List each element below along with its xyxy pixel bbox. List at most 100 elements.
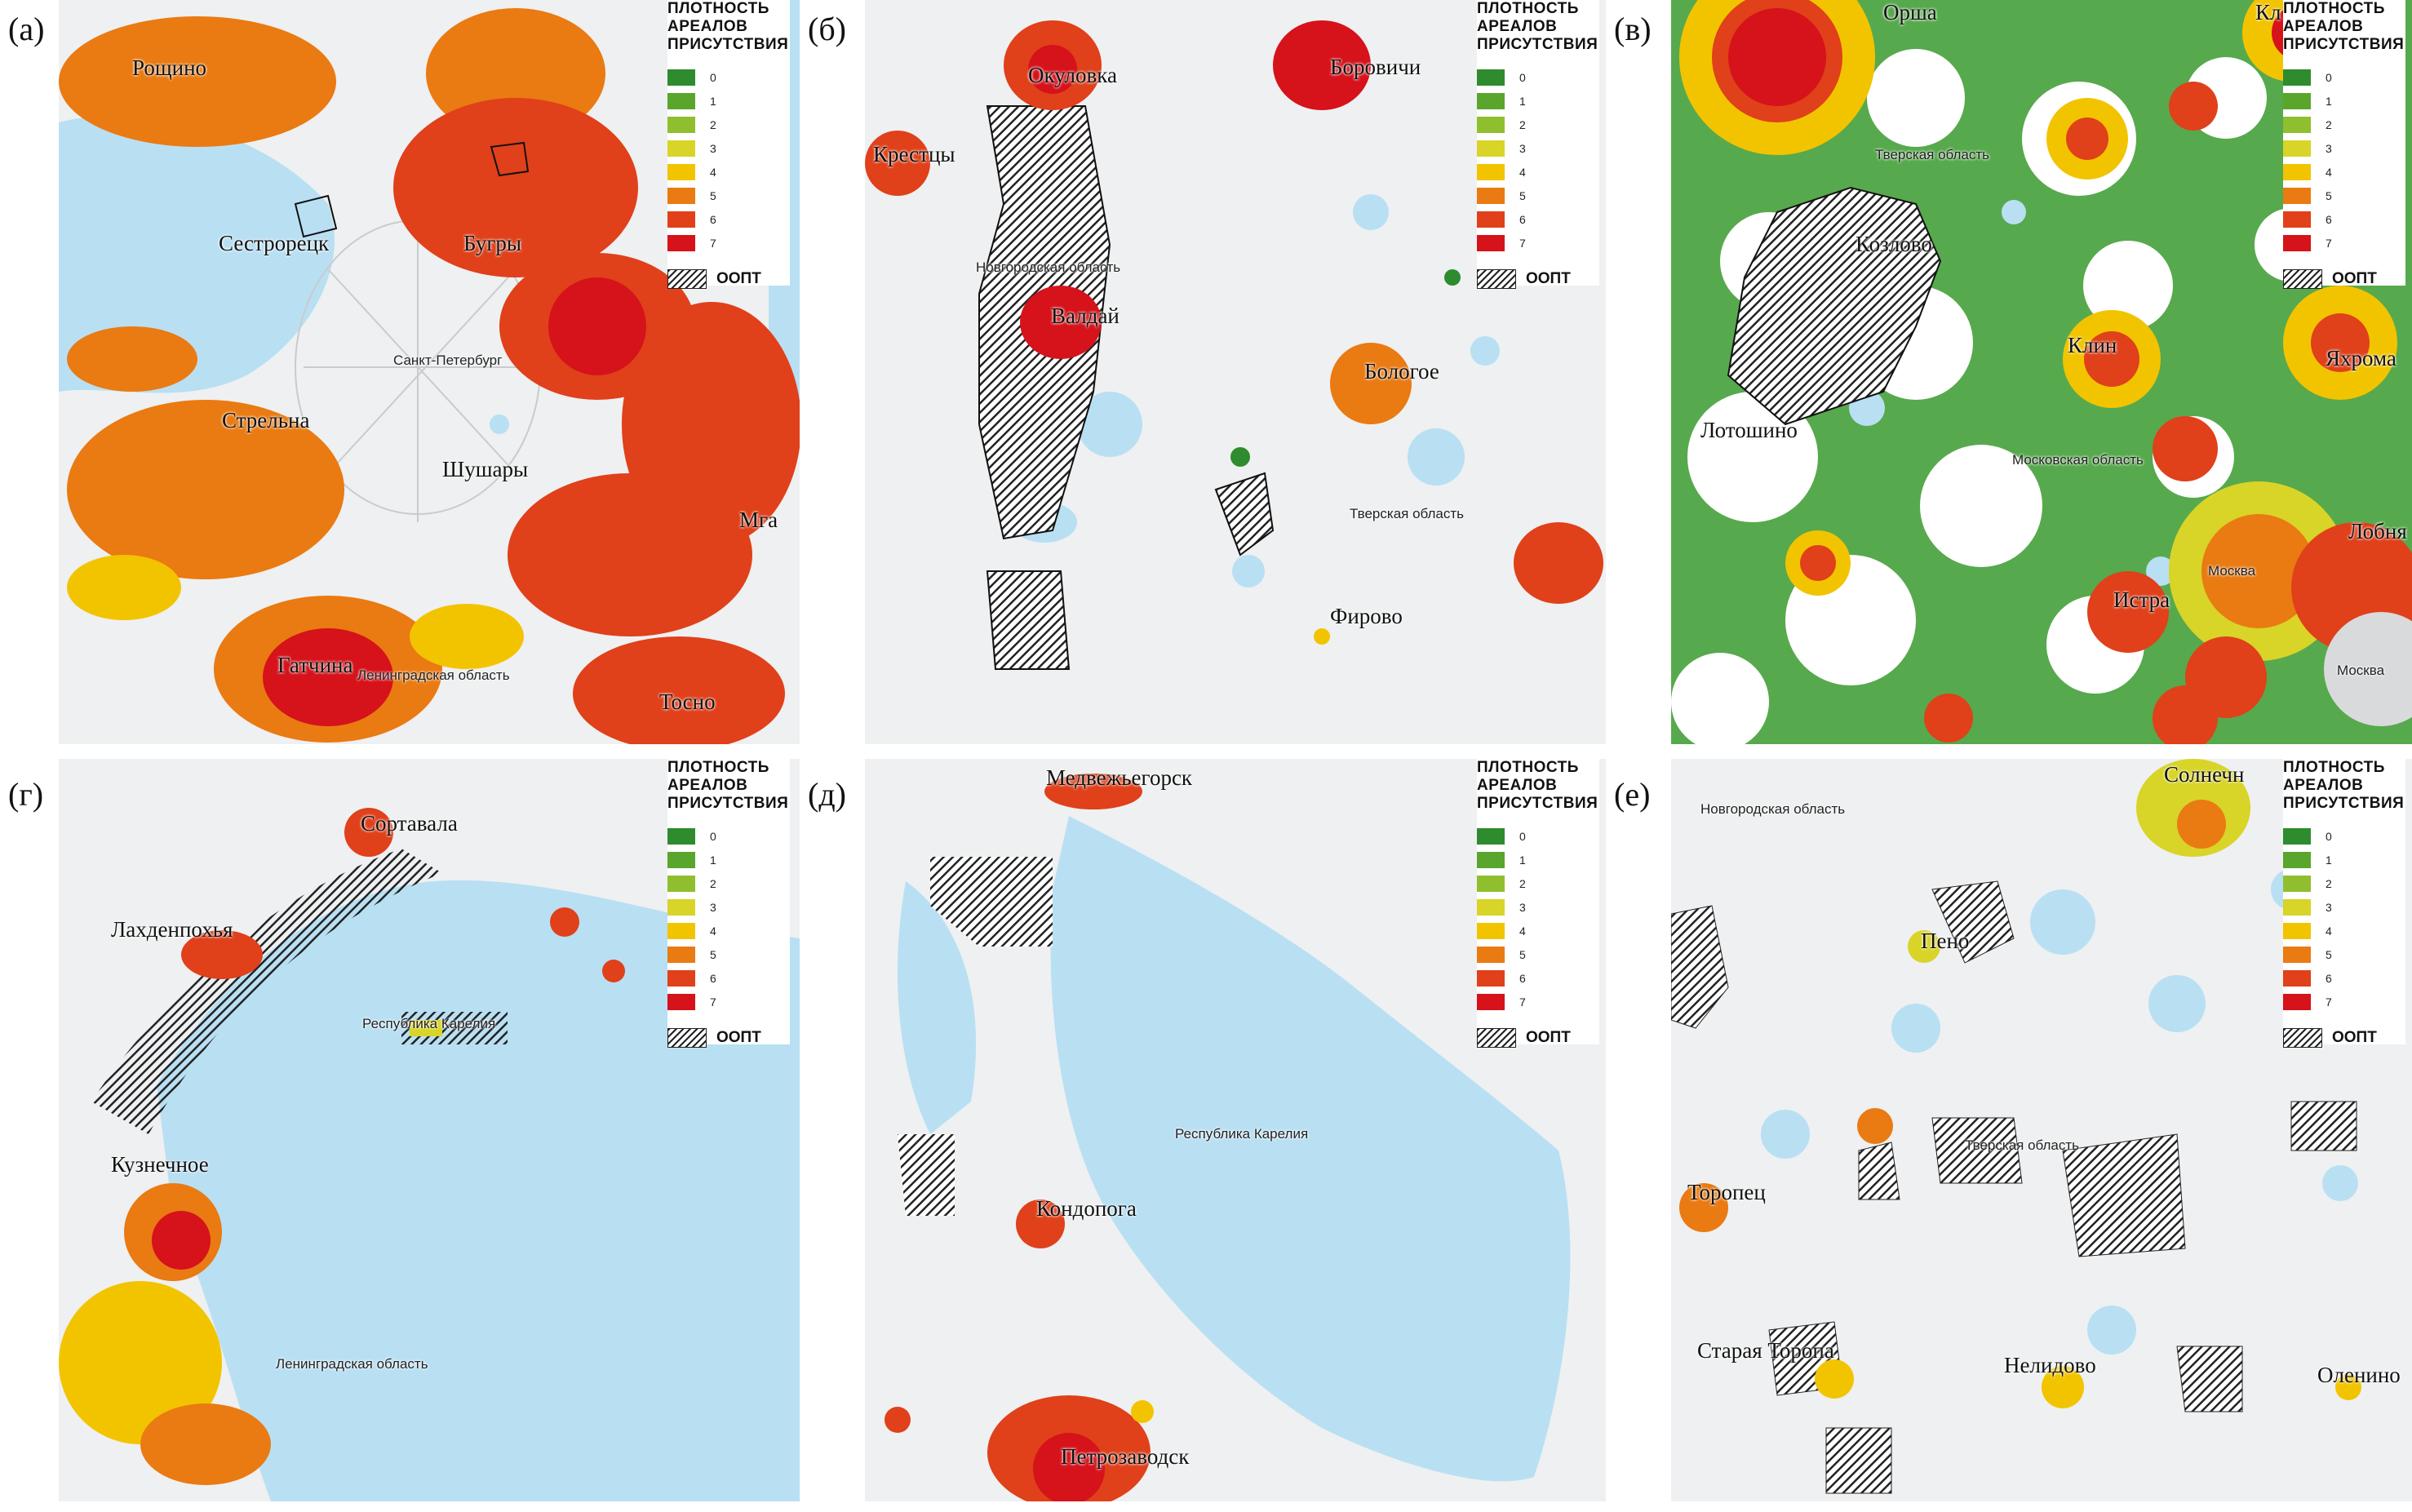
city-label: Кл [2255,0,2281,24]
map[interactable]: Медвежьегорск Кондопога Петрозаводск Рес… [865,759,1606,1501]
legend-scale: 0 1 2 3 4 5 6 7 [1477,824,1599,1013]
legend-oopt: ООПТ [667,269,790,289]
map-canvas [59,0,800,744]
oopt-areas [1671,880,2357,1494]
city-label: Бугры [463,231,522,255]
legend: ПЛОТНОСТЬ АРЕАЛОВ ПРИСУТСТВИЯ 0 1 2 3 4 5 … [1477,759,1599,1048]
map-canvas [1671,759,2361,1494]
legend: ПЛОТНОСТЬ АРЕАЛОВ ПРИСУТСТВИЯ 0 1 2 3 4 5 … [2283,759,2405,1048]
region-label: Ленинградская область [357,667,510,683]
map[interactable]: Орша Кл Козлово Клин Яхрома Лотошино Лоб… [1671,0,2412,744]
legend: ПЛОТНОСТЬ АРЕАЛОВ ПРИСУТСТВИЯ 0 1 2 3 4 5 … [667,0,790,289]
city-label: Лахденпохья [111,917,233,942]
hatch-icon [2283,1028,2322,1048]
region-label: Республика Карелия [362,1016,496,1031]
oopt-shore [91,849,442,1134]
panel-f: (е) [1612,759,2412,1501]
legend: ПЛОТНОСТЬ АРЕАЛОВ ПРИСУТСТВИЯ 0 1 2 3 4 5 … [2283,0,2405,289]
panel-letter: (д) [808,776,846,813]
density-patches [59,808,625,1485]
density-patches [1679,0,2412,744]
city-label: Старая Торопа [1697,1338,1834,1363]
panel-letter: (г) [8,776,44,813]
city-label: Лобня [2348,519,2407,543]
legend-scale: 0 1 2 3 4 5 6 7 [667,824,790,1013]
city-label: Мга [739,508,778,532]
region-label: Москва [2337,663,2385,678]
legend: ПЛОТНОСТЬ АРЕАЛОВ ПРИСУТСТВИЯ 0 1 2 3 4 5 … [667,759,790,1048]
lake-onega [1050,816,1571,1482]
legend: ПЛОТНОСТЬ АРЕАЛОВ ПРИСУТСТВИЯ 0 1 2 3 4 5 … [1477,0,1599,289]
city-label: Стрельна [222,408,310,432]
city-label: Кондопога [1036,1196,1137,1221]
legend-scale: 0 1 2 3 4 5 6 7 [2283,65,2405,255]
city-label: Оленино [2317,1363,2401,1387]
density-patches [59,8,800,744]
region-label: Москва [2208,563,2256,579]
legend-oopt: ООПТ [2283,1028,2405,1048]
legend-oopt: ООПТ [667,1028,790,1048]
region-label: Московская область [2012,452,2144,468]
region-label: Республика Карелия [1175,1126,1309,1142]
region-label: Тверская область [1875,147,1990,162]
city-label: Бологое [1364,359,1439,384]
city-label: Нелидово [2004,1353,2096,1377]
region-label: Тверская область [1965,1137,2080,1153]
city-label: Кузнечное [111,1152,209,1177]
panel-letter: (б) [808,11,846,47]
panel-letter: (а) [8,11,45,47]
city-label: Шушары [442,457,529,481]
oopt-area [930,857,1053,947]
panel-c: (в) [1612,0,2412,744]
panel-e: (д) Медвежьегорск Кондопога Петрозаводск [806,759,1606,1501]
panel-a: (а) [0,0,800,744]
city-label: Боровичи [1330,55,1421,79]
oopt-areas [978,105,1275,670]
legend-title: ПЛОТНОСТЬ АРЕАЛОВ ПРИСУТСТВИЯ [1477,0,1598,53]
region-label: Ленинградская область [276,1356,428,1372]
city-label: Тосно [659,689,716,714]
hatch-icon [1477,1028,1516,1048]
city-label: Петрозаводск [1061,1444,1190,1469]
city-label: Козлово [1856,232,1932,256]
city-label: Пено [1921,929,1970,953]
hatch-icon [1477,269,1516,289]
legend-title: ПЛОТНОСТЬ АРЕАЛОВ ПРИСУТСТВИЯ [1477,759,1598,812]
region-label: Санкт-Петербург [393,353,503,368]
city-label: Гатчина [277,653,353,677]
legend-title: ПЛОТНОСТЬ АРЕАЛОВ ПРИСУТСТВИЯ [2283,759,2405,812]
panel-letter: (в) [1614,11,1652,47]
legend-oopt: ООПТ [2283,269,2405,289]
map-canvas [1671,0,2412,744]
oopt-area [1727,186,1942,426]
legend-title: ПЛОТНОСТЬ АРЕАЛОВ ПРИСУТСТВИЯ [667,759,789,812]
city-label: Сортавала [361,811,458,836]
density-patches [1679,759,2361,1408]
region-label: Тверская область [1350,506,1465,521]
city-label: Клин [2068,333,2117,357]
panel-letter: (е) [1614,776,1651,813]
city-label: Яхрома [2326,346,2396,370]
legend-scale: 0 1 2 3 4 5 6 7 [2283,824,2405,1013]
map[interactable]: Сортавала Лахденпохья Кузнечное Республи… [59,759,800,1501]
legend-title: ПЛОТНОСТЬ АРЕАЛОВ ПРИСУТСТВИЯ [667,0,789,53]
density-patches [865,20,1603,645]
city-label: Рощино [132,55,207,80]
panel-d: (г) Сортавала Лахденпохья Кузнечно [0,759,800,1501]
city-label: Медвежьегорск [1046,765,1193,790]
city-label: Истра [2113,588,2170,612]
map-canvas [59,808,800,1501]
hatch-icon [667,1028,707,1048]
city-label: Валдай [1051,304,1120,328]
hatch-icon [2283,269,2322,289]
city-label: Лотошино [1700,418,1798,442]
map-canvas [865,20,1603,670]
legend-oopt: ООПТ [1477,1028,1599,1048]
lake-ladoga [157,880,800,1501]
legend-scale: 0 1 2 3 4 5 6 7 [1477,65,1599,255]
city-label: Солнечн [2164,762,2245,787]
moscow-city [2324,612,2412,726]
map[interactable]: Окуловка Боровичи Крестцы Валдай Бологое… [865,0,1606,744]
city-label: Торопец [1687,1180,1766,1204]
city-label: Фирово [1330,604,1403,628]
